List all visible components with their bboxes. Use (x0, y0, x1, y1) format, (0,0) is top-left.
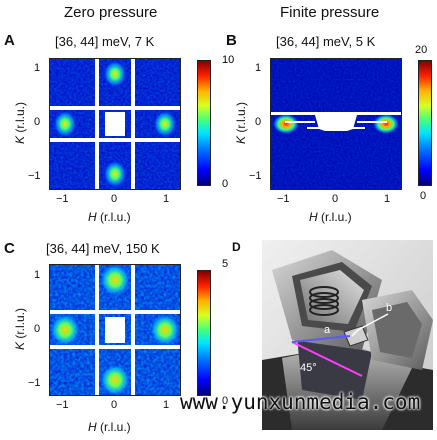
panel-c-peak (100, 364, 130, 395)
panel-a-peak (53, 110, 77, 138)
panel-a-heatmap (49, 58, 181, 190)
panel-b-peak (373, 114, 399, 134)
panel-letter-d: D (232, 240, 241, 254)
panel-b-peak (273, 114, 299, 134)
panel-a-ytick-1: 1 (34, 62, 41, 74)
panel-a-ylabel: K (r.l.u.) (13, 101, 27, 145)
panel-a-heatmap-svg (50, 59, 180, 189)
panel-b-ytick-minus1: −1 (249, 170, 262, 182)
panel-a-xtick-0: 0 (111, 193, 118, 205)
panel-b-xlabel: H (r.l.u.) (309, 210, 352, 224)
panel-a-colorbar (197, 60, 211, 186)
panel-c-ytick-minus1: −1 (28, 377, 41, 389)
panel-letter-c: C (4, 240, 15, 257)
panel-c-cbar-max: 5 (222, 258, 229, 270)
panel-a-xtick-1: 1 (163, 193, 170, 205)
panel-c-colorbar (197, 270, 211, 396)
panel-c-xtick-0: 0 (111, 399, 118, 411)
panel-c-peak (50, 314, 80, 346)
panel-letter-b: B (226, 32, 237, 49)
pressure-device-photo: a b 45° (262, 240, 433, 430)
panel-a-cbar-max: 10 (222, 54, 235, 66)
panel-b-heatmap (270, 58, 402, 190)
panel-a-cbar-min: 0 (222, 178, 229, 190)
crystal-axis-b: b (386, 302, 393, 314)
panel-b-peaks (273, 114, 399, 134)
panel-b-xtick-0: 0 (332, 193, 339, 205)
crystal-axis-a: a (324, 324, 331, 336)
panel-c-title: [36, 44] meV, 150 K (46, 241, 160, 256)
panel-b-xtick-minus1: −1 (277, 193, 290, 205)
panel-a-xlabel: H (r.l.u.) (88, 210, 131, 224)
panel-a-ytick-0: 0 (34, 116, 41, 128)
pressure-device-illustration (262, 240, 433, 430)
panel-b-ylabel: K (r.l.u.) (234, 101, 248, 145)
panel-c-xtick-minus1: −1 (56, 399, 69, 411)
panel-a-peak (103, 160, 127, 188)
panel-b-ytick-0: 0 (255, 116, 262, 128)
panel-b-title: [36, 44] meV, 5 K (276, 34, 376, 49)
panel-c-xtick-1: 1 (163, 399, 170, 411)
panel-b-xtick-1: 1 (384, 193, 391, 205)
panel-c-heatmap-svg (50, 265, 180, 395)
panel-c-peak (100, 265, 130, 296)
panel-c-peaks (50, 265, 180, 395)
panel-c-cbar-min: 0 (222, 395, 229, 407)
panel-b-cbar-max: 20 (415, 44, 428, 56)
panel-c-ylabel: K (r.l.u.) (13, 307, 27, 351)
panel-a-xtick-minus1: −1 (56, 193, 69, 205)
panel-a-peaks (53, 60, 177, 188)
panel-b-colorbar (418, 60, 432, 186)
panel-c-heatmap (49, 264, 181, 396)
watermark-text: www.yunxunmedia.com (180, 390, 421, 414)
panel-c-ytick-1: 1 (34, 269, 41, 281)
panel-b-ytick-1: 1 (255, 62, 262, 74)
panel-b-heatmap-svg (271, 59, 401, 189)
panel-a-ytick-minus1: −1 (28, 170, 41, 182)
panel-c-peak (150, 314, 180, 346)
panel-a-peak (103, 60, 127, 88)
panel-c-xlabel: H (r.l.u.) (88, 420, 131, 434)
angle-label: 45° (300, 362, 317, 374)
panel-b-cbar-min: 0 (420, 190, 427, 202)
zero-pressure-heading: Zero pressure (64, 4, 158, 21)
panel-letter-a: A (4, 32, 15, 49)
panel-c-ytick-0: 0 (34, 323, 41, 335)
panel-a-peak (153, 110, 177, 138)
finite-pressure-heading: Finite pressure (280, 4, 380, 21)
panel-a-title: [36, 44] meV, 7 K (55, 34, 155, 49)
